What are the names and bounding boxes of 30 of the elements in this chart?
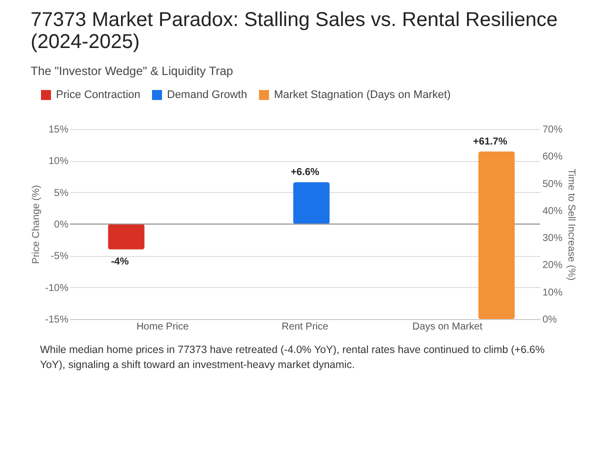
text: 77373 Market Paradox: Stalling Sales vs. Rental Resilience — [30, 9, 558, 31]
data-label: -4% — [110, 256, 129, 268]
legend-label: Price Contraction — [56, 89, 140, 101]
y2-tick-label: 50% — [542, 178, 563, 190]
y-tick-label: 5% — [54, 188, 69, 199]
text: While median home prices in 77373 have retreated (-4.0% YoY), rental rates have continued to climb (+6.6% YoY), signaling a shift toward an investment-heavy market dynamic. — [40, 344, 545, 371]
legend-label: Demand Growth — [167, 89, 248, 101]
y2-tick-label: 30% — [542, 233, 563, 244]
x-tick-label: Days on Market — [412, 322, 483, 332]
y-tick-label: 15% — [48, 124, 69, 136]
y2-tick-label: 70% — [542, 124, 563, 136]
data-label: +6.6% — [290, 167, 320, 178]
y2-tick-label: 40% — [542, 206, 563, 217]
y2-tick-label: 60% — [542, 152, 563, 163]
y-tick-label: -15% — [45, 314, 69, 326]
text: (2024-2025) — [30, 31, 140, 53]
y2-tick-label: 0% — [542, 314, 558, 326]
y2-axis-title: Time to Sell Increase (%) — [566, 168, 577, 280]
y2-tick-label: 10% — [542, 287, 563, 298]
data-label: +61.7% — [473, 136, 508, 148]
y-tick-label: 10% — [48, 156, 69, 168]
y-axis-title: Price Change (%) — [31, 185, 42, 264]
y-tick-label: 0% — [54, 220, 69, 230]
x-tick-label: Rent Price — [282, 322, 329, 332]
y-tick-label: -10% — [45, 282, 69, 294]
legend-label: Market Stagnation (Days on Market) — [274, 89, 451, 101]
x-tick-label: Home Price — [136, 322, 190, 332]
chart-subtitle: The "Investor Wedge" & Liquidity Trap — [30, 64, 234, 78]
y-tick-label: -5% — [50, 251, 69, 262]
y2-tick-label: 20% — [542, 260, 563, 272]
